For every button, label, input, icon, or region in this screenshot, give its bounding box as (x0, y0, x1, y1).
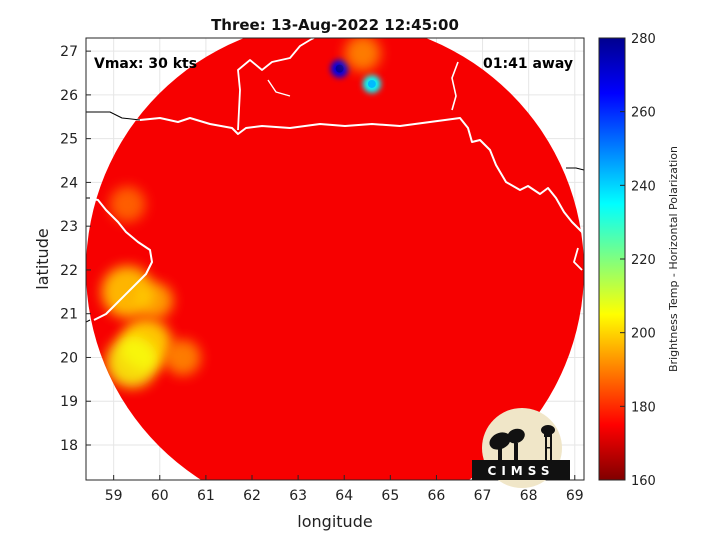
coastline-north (86, 111, 584, 235)
warm-patches (101, 38, 381, 388)
colorbar-tick-label: 180 (631, 400, 656, 415)
logo-banner (472, 460, 570, 480)
colorbar-tick-label: 260 (631, 106, 656, 121)
border-north-2 (451, 61, 459, 111)
y-tick-label: 21 (60, 307, 78, 323)
chart-title: Three: 13-Aug-2022 12:45:00 (211, 16, 459, 34)
warm-patch (344, 38, 381, 72)
y-tick-label: 22 (60, 263, 78, 279)
y-tick-label: 27 (60, 44, 78, 60)
colorbar-tick-label: 200 (631, 327, 656, 342)
x-axis-label: longitude (297, 512, 372, 531)
coastline-west-outside (86, 197, 91, 323)
axes-box (85, 37, 585, 481)
data-disk (86, 38, 584, 480)
y-ticks: 18 19 20 21 22 23 24 25 26 27 (60, 44, 91, 454)
y-axis-label: latitude (33, 228, 52, 289)
border-north (237, 38, 315, 131)
satellite-dish-icon (489, 428, 525, 460)
warm-patch-core (335, 64, 344, 73)
warm-patch-core (367, 79, 376, 88)
x-tick-label: 68 (520, 488, 538, 504)
x-tick-label: 67 (474, 488, 492, 504)
y-tick-label: 25 (60, 132, 78, 148)
coastline-east (573, 247, 583, 271)
border-north-3 (267, 79, 291, 97)
colorbar-label: Brightness Temp - Horizontal Polarizatio… (667, 146, 680, 372)
vmax-annotation: Vmax: 30 kts (94, 56, 197, 72)
x-tick-label: 62 (243, 488, 261, 504)
y-tick-label: 23 (60, 219, 78, 235)
warm-patch (164, 339, 201, 376)
x-tick-label: 69 (566, 488, 584, 504)
x-tick-label: 63 (289, 488, 307, 504)
x-tick-label: 61 (197, 488, 215, 504)
cimss-logo: CIMSS (472, 408, 570, 488)
y-tick-label: 24 (60, 175, 78, 191)
y-tick-label: 19 (60, 394, 78, 410)
x-tick-label: 64 (335, 488, 353, 504)
x-tick-label: 66 (428, 488, 446, 504)
colorbar-ticks: 160 180 200 220 240 260 280 (620, 32, 656, 489)
coastline-west (87, 197, 153, 321)
colorbar-tick-label: 160 (631, 474, 656, 489)
colorbar-tick-label: 220 (631, 253, 656, 268)
time-away-annotation: 01:41 away (483, 56, 573, 72)
y-tick-label: 20 (60, 350, 78, 366)
x-tick-label: 59 (105, 488, 123, 504)
water-tower-icon (541, 425, 555, 462)
coastline (86, 38, 584, 323)
x-tick-label: 65 (381, 488, 399, 504)
x-tick-label: 60 (151, 488, 169, 504)
y-tick-label: 18 (60, 438, 78, 454)
coastline-north-outside (86, 111, 584, 171)
colorbar-tick-label: 280 (631, 32, 656, 47)
data-disk-base (86, 38, 584, 480)
y-tick-label: 26 (60, 88, 78, 104)
warm-patch (109, 186, 146, 223)
colorbar-tick-label: 240 (631, 179, 656, 194)
logo-text: CIMSS (488, 464, 555, 478)
x-ticks: 59 60 61 62 63 64 65 66 67 68 69 (105, 475, 584, 504)
warm-patch (106, 335, 159, 388)
